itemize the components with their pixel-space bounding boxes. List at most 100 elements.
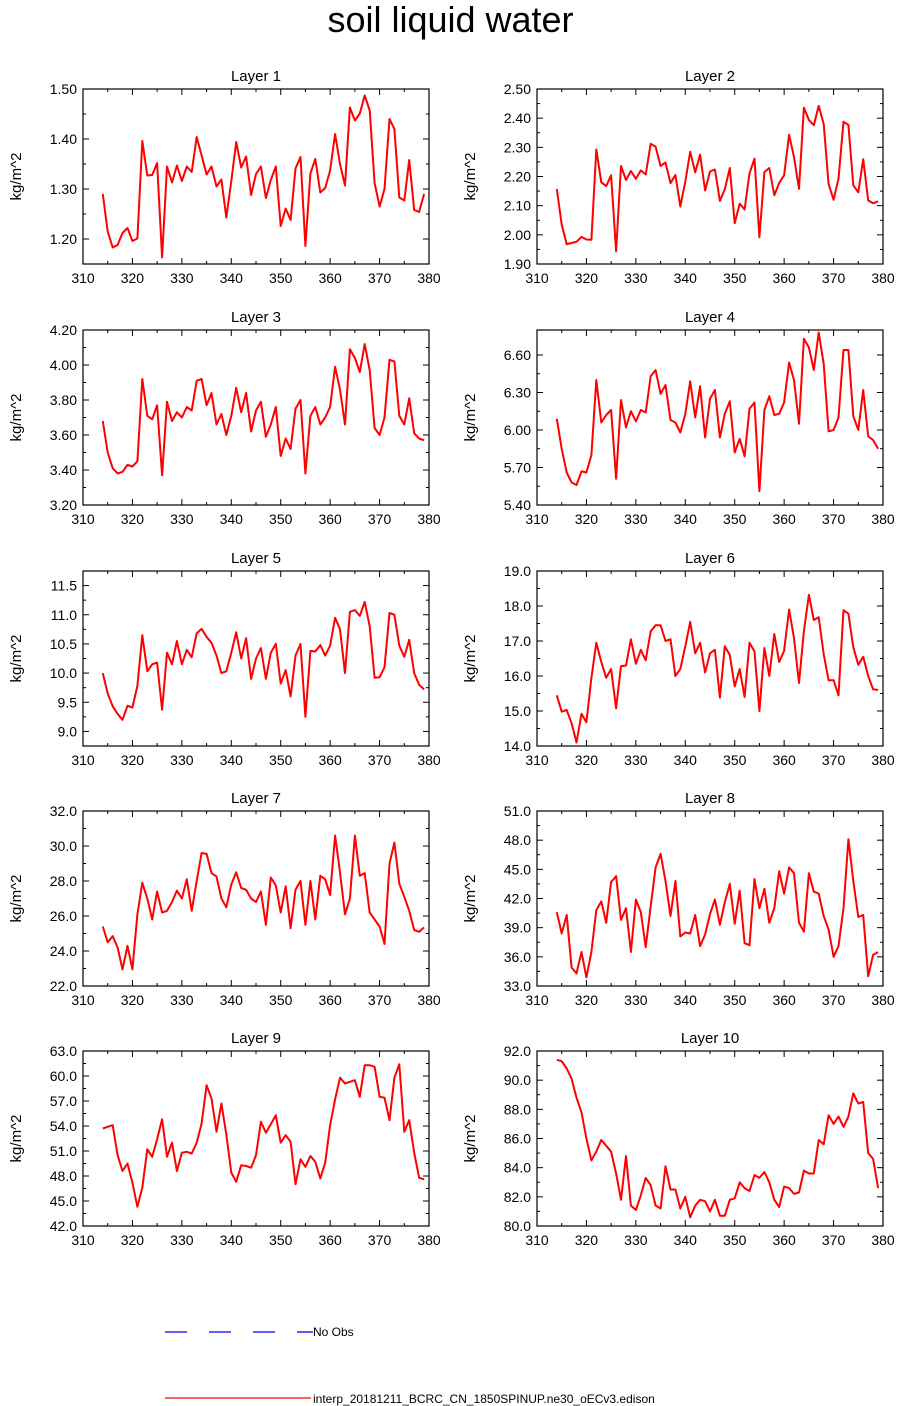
plot-frame bbox=[82, 88, 430, 265]
series-line bbox=[555, 838, 879, 979]
y-tick-label: 86.0 bbox=[504, 1131, 531, 1147]
x-tick-label: 340 bbox=[674, 1232, 698, 1248]
y-tick-label: 51.0 bbox=[50, 1143, 77, 1159]
y-tick-label: 45.0 bbox=[50, 1193, 77, 1209]
y-tick-label: 48.0 bbox=[50, 1168, 77, 1184]
plot-frame bbox=[82, 570, 430, 747]
y-axis-label: kg/m^2 bbox=[8, 394, 25, 442]
panel-title: Layer 10 bbox=[681, 1030, 739, 1047]
x-tick-label: 360 bbox=[318, 1232, 342, 1248]
plot-frame bbox=[536, 570, 884, 747]
x-tick-label: 310 bbox=[71, 270, 95, 286]
x-tick-label: 310 bbox=[525, 270, 549, 286]
plot-frame bbox=[536, 810, 884, 987]
x-tick-label: 370 bbox=[822, 1232, 846, 1248]
legend-obs-label: No Obs bbox=[313, 1325, 354, 1339]
panel-title: Layer 6 bbox=[685, 550, 735, 567]
y-tick-label: 15.0 bbox=[504, 703, 531, 719]
x-tick-label: 350 bbox=[269, 752, 293, 768]
chart-panel-5: Layer 5 kg/m^2 310 320 330 340 350 360 370 380 9.0… bbox=[8, 550, 441, 768]
chart-panel-9: Layer 9 kg/m^2 310 320 330 340 350 360 370 380 42.… bbox=[8, 1030, 441, 1248]
x-tick-label: 350 bbox=[723, 511, 747, 527]
y-tick-label: 2.10 bbox=[504, 198, 531, 214]
y-tick-label: 2.30 bbox=[504, 139, 531, 155]
series-line bbox=[101, 343, 425, 477]
x-tick-label: 350 bbox=[269, 511, 293, 527]
y-tick-label: 57.0 bbox=[50, 1093, 77, 1109]
x-tick-label: 330 bbox=[170, 992, 194, 1008]
x-tick-label: 370 bbox=[822, 270, 846, 286]
legend-model-label: interp_20181211_BCRC_CN_1850SPINUP.ne30_… bbox=[313, 1392, 655, 1406]
x-tick-label: 310 bbox=[71, 992, 95, 1008]
y-tick-label: 4.20 bbox=[50, 322, 77, 338]
y-tick-label: 45.0 bbox=[504, 861, 531, 877]
y-tick-label: 84.0 bbox=[504, 1160, 531, 1176]
y-tick-label: 1.40 bbox=[50, 131, 77, 147]
y-tick-label: 82.0 bbox=[504, 1189, 531, 1205]
y-tick-label: 90.0 bbox=[504, 1072, 531, 1088]
y-tick-label: 54.0 bbox=[50, 1118, 77, 1134]
y-tick-label: 1.90 bbox=[504, 256, 531, 272]
x-tick-label: 360 bbox=[318, 752, 342, 768]
x-tick-label: 340 bbox=[220, 270, 244, 286]
y-tick-label: 14.0 bbox=[504, 738, 531, 754]
x-tick-label: 380 bbox=[417, 752, 441, 768]
x-tick-label: 350 bbox=[723, 270, 747, 286]
x-tick-label: 310 bbox=[525, 992, 549, 1008]
x-tick-label: 350 bbox=[723, 992, 747, 1008]
panel-title: Layer 5 bbox=[231, 550, 281, 567]
x-tick-label: 340 bbox=[220, 511, 244, 527]
y-tick-label: 28.0 bbox=[50, 873, 77, 889]
x-tick-label: 340 bbox=[220, 1232, 244, 1248]
y-tick-label: 24.0 bbox=[50, 943, 77, 959]
x-tick-label: 340 bbox=[220, 992, 244, 1008]
chart-panel-6: Layer 6 kg/m^2 310 320 330 340 350 360 370 380 14.… bbox=[462, 550, 895, 768]
x-tick-label: 340 bbox=[674, 511, 698, 527]
x-tick-label: 370 bbox=[368, 511, 392, 527]
x-tick-label: 370 bbox=[822, 992, 846, 1008]
x-tick-label: 320 bbox=[121, 511, 145, 527]
x-tick-label: 340 bbox=[674, 270, 698, 286]
y-tick-label: 2.50 bbox=[504, 81, 531, 97]
y-tick-label: 19.0 bbox=[504, 563, 531, 579]
x-tick-label: 360 bbox=[318, 992, 342, 1008]
y-tick-label: 60.0 bbox=[50, 1068, 77, 1084]
y-tick-label: 22.0 bbox=[50, 978, 77, 994]
x-tick-label: 360 bbox=[772, 511, 796, 527]
x-tick-label: 340 bbox=[674, 992, 698, 1008]
x-tick-label: 340 bbox=[674, 752, 698, 768]
x-tick-label: 330 bbox=[170, 511, 194, 527]
y-axis-label: kg/m^2 bbox=[462, 1115, 479, 1163]
y-tick-label: 1.50 bbox=[50, 81, 77, 97]
plot-frame bbox=[536, 329, 884, 506]
y-axis-label: kg/m^2 bbox=[462, 153, 479, 201]
chart-panel-7: Layer 7 kg/m^2 310 320 330 340 350 360 370 380 22.… bbox=[8, 790, 441, 1008]
y-tick-label: 3.20 bbox=[50, 497, 77, 513]
x-tick-label: 370 bbox=[368, 752, 392, 768]
y-tick-label: 2.40 bbox=[504, 110, 531, 126]
plot-frame bbox=[82, 1050, 430, 1227]
y-tick-label: 30.0 bbox=[50, 838, 77, 854]
x-tick-label: 380 bbox=[417, 270, 441, 286]
x-tick-label: 310 bbox=[525, 752, 549, 768]
plot-frame bbox=[536, 88, 884, 265]
y-tick-label: 5.70 bbox=[504, 460, 531, 476]
chart-panel-3: Layer 3 kg/m^2 310 320 330 340 350 360 370 380 3.2… bbox=[8, 309, 441, 527]
y-tick-label: 1.30 bbox=[50, 181, 77, 197]
series-line bbox=[101, 600, 425, 721]
y-tick-label: 11.0 bbox=[51, 607, 77, 623]
x-tick-label: 380 bbox=[417, 511, 441, 527]
x-tick-label: 330 bbox=[624, 511, 648, 527]
y-tick-label: 10.0 bbox=[50, 665, 77, 681]
x-tick-label: 370 bbox=[368, 1232, 392, 1248]
x-tick-label: 330 bbox=[170, 270, 194, 286]
x-tick-label: 360 bbox=[772, 752, 796, 768]
x-tick-label: 360 bbox=[772, 1232, 796, 1248]
y-tick-label: 4.00 bbox=[50, 357, 77, 373]
x-tick-label: 320 bbox=[575, 752, 599, 768]
x-tick-label: 320 bbox=[121, 992, 145, 1008]
x-tick-label: 340 bbox=[220, 752, 244, 768]
y-tick-label: 33.0 bbox=[504, 978, 531, 994]
y-tick-label: 5.40 bbox=[504, 497, 531, 513]
panel-title: Layer 2 bbox=[685, 68, 735, 85]
